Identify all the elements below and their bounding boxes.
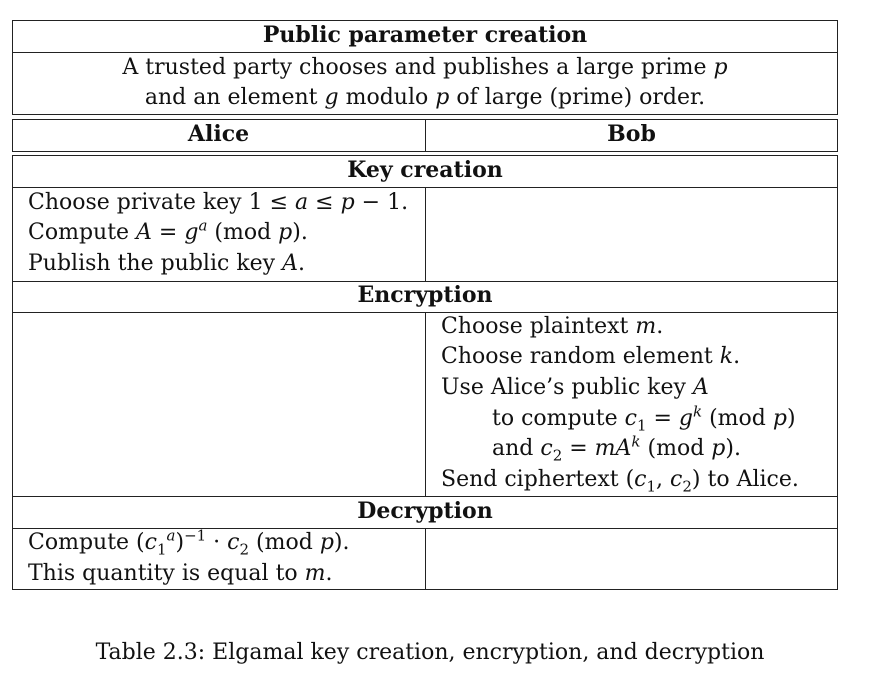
enc-section-bottom xyxy=(12,496,838,497)
key-alice-line-2: Compute A = ga (mod p). xyxy=(28,216,308,245)
key-alice-line-3: Publish the public key A. xyxy=(28,251,305,276)
dec-alice-line-2: This quantity is equal to m. xyxy=(28,561,333,586)
key-column-divider xyxy=(425,187,426,281)
public-title-divider xyxy=(12,52,838,53)
encryption-title: Encryption xyxy=(357,282,493,308)
table-caption: Table 2.3: Elgamal key creation, encrypt… xyxy=(95,640,765,665)
enc-bob-line-1: Choose plaintext m. xyxy=(441,314,664,339)
enc-bob-line-3: Use Alice’s public key A xyxy=(441,375,709,400)
decryption-title: Decryption xyxy=(357,498,493,524)
key-section-bottom xyxy=(12,281,838,282)
public-parameter-line-1: A trusted party chooses and publishes a … xyxy=(122,55,728,80)
dec-column-divider xyxy=(425,528,426,590)
enc-bob-line-6: Send ciphertext (c1, c2) to Alice. xyxy=(441,467,799,496)
enc-column-divider xyxy=(425,312,426,496)
public-parameter-title: Public parameter creation xyxy=(262,22,588,48)
dec-alice-line-1: Compute (c1a)−1 · c2 (mod p). xyxy=(28,526,350,559)
alice-header: Alice xyxy=(187,121,250,147)
enc-bob-line-4: to compute c1 = gk (mod p) xyxy=(492,402,796,435)
header-column-divider xyxy=(425,119,426,152)
public-parameter-section xyxy=(12,20,838,115)
key-alice-line-1: Choose private key 1 ≤ a ≤ p − 1. xyxy=(28,190,409,215)
public-parameter-line-2: and an element g modulo p of large (prim… xyxy=(144,85,706,110)
key-creation-title: Key creation xyxy=(347,157,503,183)
enc-bob-line-5: and c2 = mAk (mod p). xyxy=(492,432,741,465)
bob-header: Bob xyxy=(607,121,656,147)
enc-bob-line-2: Choose random element k. xyxy=(441,344,741,369)
